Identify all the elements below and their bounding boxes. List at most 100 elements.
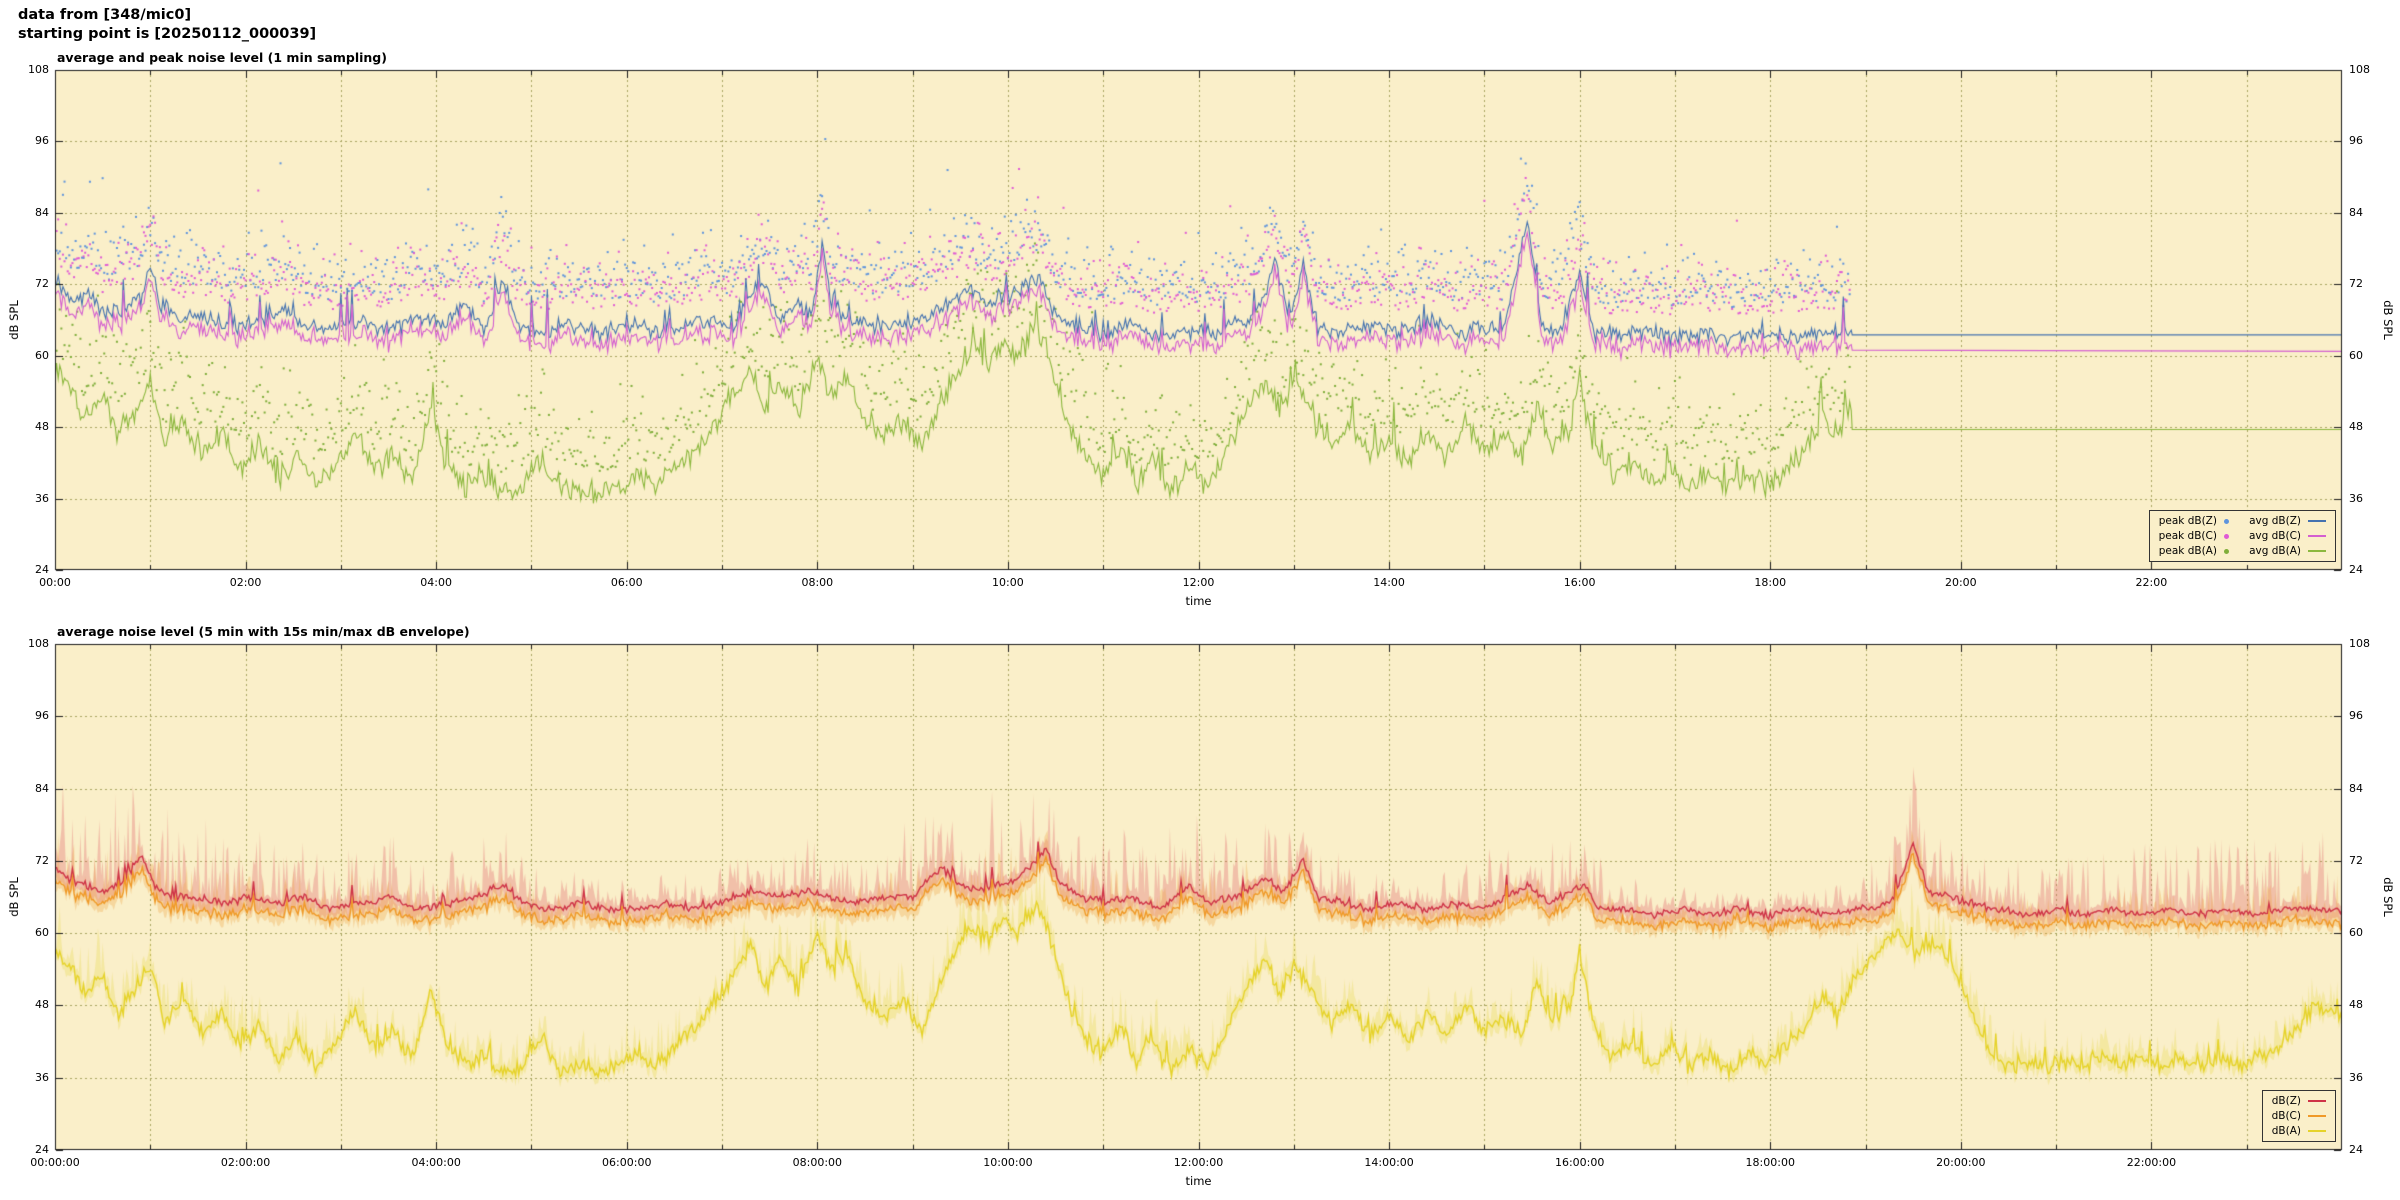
legend-label: dB(C)	[2271, 1110, 2301, 1122]
chart-title: average noise level (5 min with 15s min/…	[57, 624, 470, 639]
line-marker-icon	[2308, 535, 2326, 537]
chart-title: average and peak noise level (1 min samp…	[57, 50, 387, 65]
legend-item-avg-db-a-: avg dB(A)	[2249, 545, 2326, 557]
x-tick-label: 12:00	[1182, 576, 1215, 589]
x-tick-label: 16:00:00	[1554, 1156, 1605, 1169]
y-axis-title-left: dB SPL	[7, 877, 21, 917]
y-tick-label-left: 24	[35, 563, 49, 576]
y-tick-label-right: 96	[2349, 134, 2363, 148]
x-tick-label: 18:00	[1754, 576, 1787, 589]
y-tick-label-left: 72	[35, 277, 49, 291]
y-axis-title-right: dB SPL	[2381, 877, 2395, 917]
x-tick-label: 06:00	[610, 576, 643, 589]
y-tick-label-right: 60	[2349, 348, 2363, 362]
y-axis-title-right: dB SPL	[2381, 300, 2395, 340]
x-axis-title: time	[1185, 594, 1212, 608]
legend-item-peak-db-a-: peak dB(A)	[2159, 545, 2229, 557]
x-tick-label: 10:00	[992, 576, 1024, 589]
x-tick-label: 14:00:00	[1364, 1156, 1414, 1169]
y-tick-label-left: 108	[28, 63, 49, 76]
y-tick-label-left: 36	[35, 491, 49, 505]
y-tick-label-left: 60	[35, 926, 49, 940]
chart-average-and-peak-noise-canvas	[0, 46, 2400, 618]
chart-average-and-peak-noise: average and peak noise level (1 min samp…	[0, 46, 2400, 618]
legend-label: avg dB(A)	[2249, 545, 2301, 557]
y-tick-label-right: 84	[2349, 205, 2363, 219]
y-tick-label-right: 96	[2349, 709, 2363, 723]
legend-item-db-a-: dB(A)	[2272, 1125, 2326, 1137]
line-marker-icon	[2308, 1100, 2326, 1102]
x-tick-label: 14:00	[1373, 576, 1405, 589]
legend-label: peak dB(Z)	[2158, 515, 2217, 527]
y-tick-label-right: 24	[2349, 563, 2363, 576]
start-point-line: starting point is [20250112_000039]	[18, 26, 317, 42]
x-tick-label: 08:00:00	[792, 1156, 843, 1169]
dot-marker-icon	[2223, 533, 2229, 539]
x-tick-label: 22:00	[2135, 576, 2168, 589]
line-marker-icon	[2308, 550, 2326, 552]
y-tick-label-right: 48	[2349, 998, 2363, 1012]
x-tick-label: 00:00	[39, 576, 71, 589]
line-marker-icon	[2308, 1115, 2326, 1117]
x-tick-label: 10:00:00	[983, 1156, 1033, 1169]
legend-label: avg dB(C)	[2248, 530, 2301, 542]
x-tick-label: 02:00:00	[220, 1156, 271, 1169]
x-tick-label: 20:00:00	[1936, 1156, 1986, 1169]
legend-label: peak dB(C)	[2158, 530, 2217, 542]
x-tick-label: 06:00:00	[602, 1156, 652, 1169]
y-tick-label-right: 84	[2349, 781, 2363, 795]
y-tick-label-right: 36	[2349, 491, 2363, 505]
y-tick-label-right: 60	[2349, 926, 2363, 940]
x-tick-label: 02:00	[229, 576, 262, 589]
legend-column: dB(Z) dB(C) dB(A)	[2272, 1095, 2326, 1137]
y-tick-label-right: 108	[2349, 63, 2370, 76]
x-tick-label: 20:00	[1944, 576, 1977, 589]
dot-marker-icon	[2223, 548, 2229, 554]
line-marker-icon	[2308, 1130, 2326, 1132]
x-tick-label: 22:00:00	[2126, 1156, 2177, 1169]
y-tick-label-right: 72	[2349, 277, 2363, 291]
y-tick-label-left: 84	[35, 205, 49, 219]
legend-label: dB(A)	[2271, 1125, 2301, 1137]
x-tick-label: 08:00	[801, 576, 834, 589]
legend-label: peak dB(A)	[2158, 545, 2217, 557]
chart-average-noise-5min-envelope-canvas	[0, 620, 2400, 1198]
legend-label: avg dB(Z)	[2249, 515, 2301, 527]
y-tick-label-left: 36	[35, 1070, 49, 1084]
line-marker-icon	[2308, 520, 2326, 522]
x-tick-label: 04:00:00	[411, 1156, 461, 1169]
y-axis-title-left: dB SPL	[7, 300, 21, 340]
legend-item-db-c-: dB(C)	[2272, 1110, 2326, 1122]
y-tick-label-left: 84	[35, 781, 49, 795]
x-tick-label: 16:00	[1563, 576, 1596, 589]
x-axis-title: time	[1185, 1174, 1212, 1188]
legend-item-avg-db-c-: avg dB(C)	[2249, 530, 2326, 542]
x-tick-label: 12:00:00	[1173, 1156, 1224, 1169]
y-tick-label-right: 48	[2349, 420, 2363, 434]
legend: dB(Z) dB(C) dB(A)	[2261, 1090, 2336, 1142]
legend-item-peak-db-c-: peak dB(C)	[2159, 530, 2229, 542]
plot-header: data from [348/mic0] starting point is […	[18, 6, 316, 44]
legend-column: peak dB(Z) peak dB(C) peak dB(A)	[2159, 515, 2229, 557]
dot-marker-icon	[2223, 518, 2229, 524]
legend-label: dB(Z)	[2271, 1095, 2301, 1107]
x-tick-label: 00:00:00	[30, 1156, 80, 1169]
legend: peak dB(Z) peak dB(C) peak dB(A) avg dB(Z) a…	[2148, 510, 2336, 562]
y-tick-label-left: 48	[35, 420, 49, 434]
y-tick-label-left: 96	[35, 134, 49, 148]
chart-average-noise-5min-envelope: average noise level (5 min with 15s min/…	[0, 620, 2400, 1198]
x-tick-label: 04:00	[420, 576, 453, 589]
y-tick-label-right: 108	[2349, 637, 2370, 650]
y-tick-label-left: 48	[35, 998, 49, 1012]
y-tick-label-left: 108	[28, 637, 49, 650]
y-tick-label-left: 60	[35, 348, 49, 362]
data-source-line: data from [348/mic0]	[18, 7, 192, 23]
x-tick-label: 18:00:00	[1745, 1156, 1795, 1169]
y-tick-label-right: 24	[2349, 1143, 2363, 1156]
legend-item-db-z-: dB(Z)	[2272, 1095, 2326, 1107]
y-tick-label-left: 24	[35, 1143, 49, 1156]
y-tick-label-left: 72	[35, 853, 49, 867]
legend-item-avg-db-z-: avg dB(Z)	[2249, 515, 2326, 527]
legend-column: avg dB(Z) avg dB(C) avg dB(A)	[2249, 515, 2326, 557]
